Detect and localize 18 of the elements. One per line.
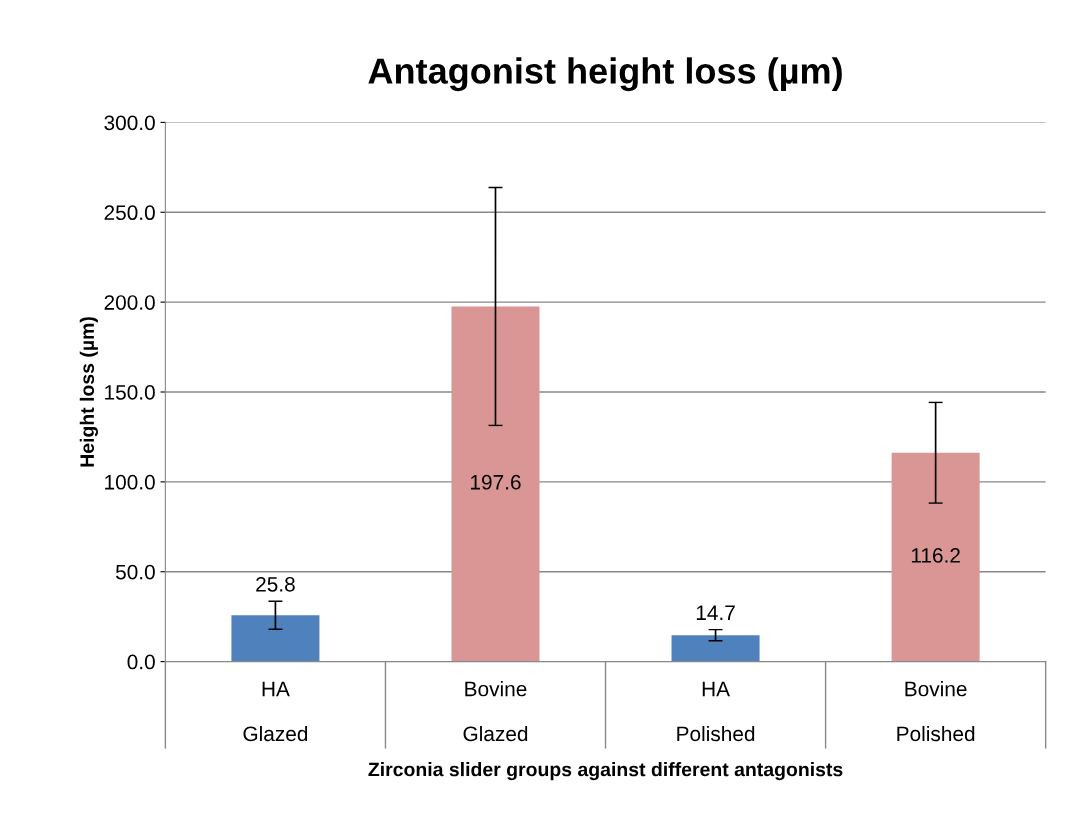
y-tick-label: 200.0	[104, 295, 155, 310]
y-tick-label: 300.0	[104, 115, 155, 131]
category-label: HA Polished	[677, 681, 755, 742]
category-label: Bovine Glazed	[463, 681, 528, 742]
data-label: 197.6	[471, 474, 521, 490]
y-tick-label: 0.0	[127, 654, 155, 670]
y-tick-label: 250.0	[104, 205, 155, 221]
chart-title: Antagonist height loss (µm)	[368, 57, 842, 92]
y-axis-title: Height loss (µm)	[79, 317, 98, 467]
data-label: 14.7	[696, 605, 735, 620]
y-tick-label: 100.0	[105, 474, 155, 490]
data-label: 116.2	[911, 548, 960, 563]
category-label: HA Glazed	[243, 681, 308, 742]
y-tick-label: 50.0	[115, 564, 155, 580]
category-label: Bovine Polished	[897, 681, 975, 742]
data-label: 25.8	[256, 576, 295, 592]
x-axis-title: Zirconia slider groups against different antagonists	[368, 762, 843, 781]
y-tick-label: 150.0	[105, 385, 155, 400]
